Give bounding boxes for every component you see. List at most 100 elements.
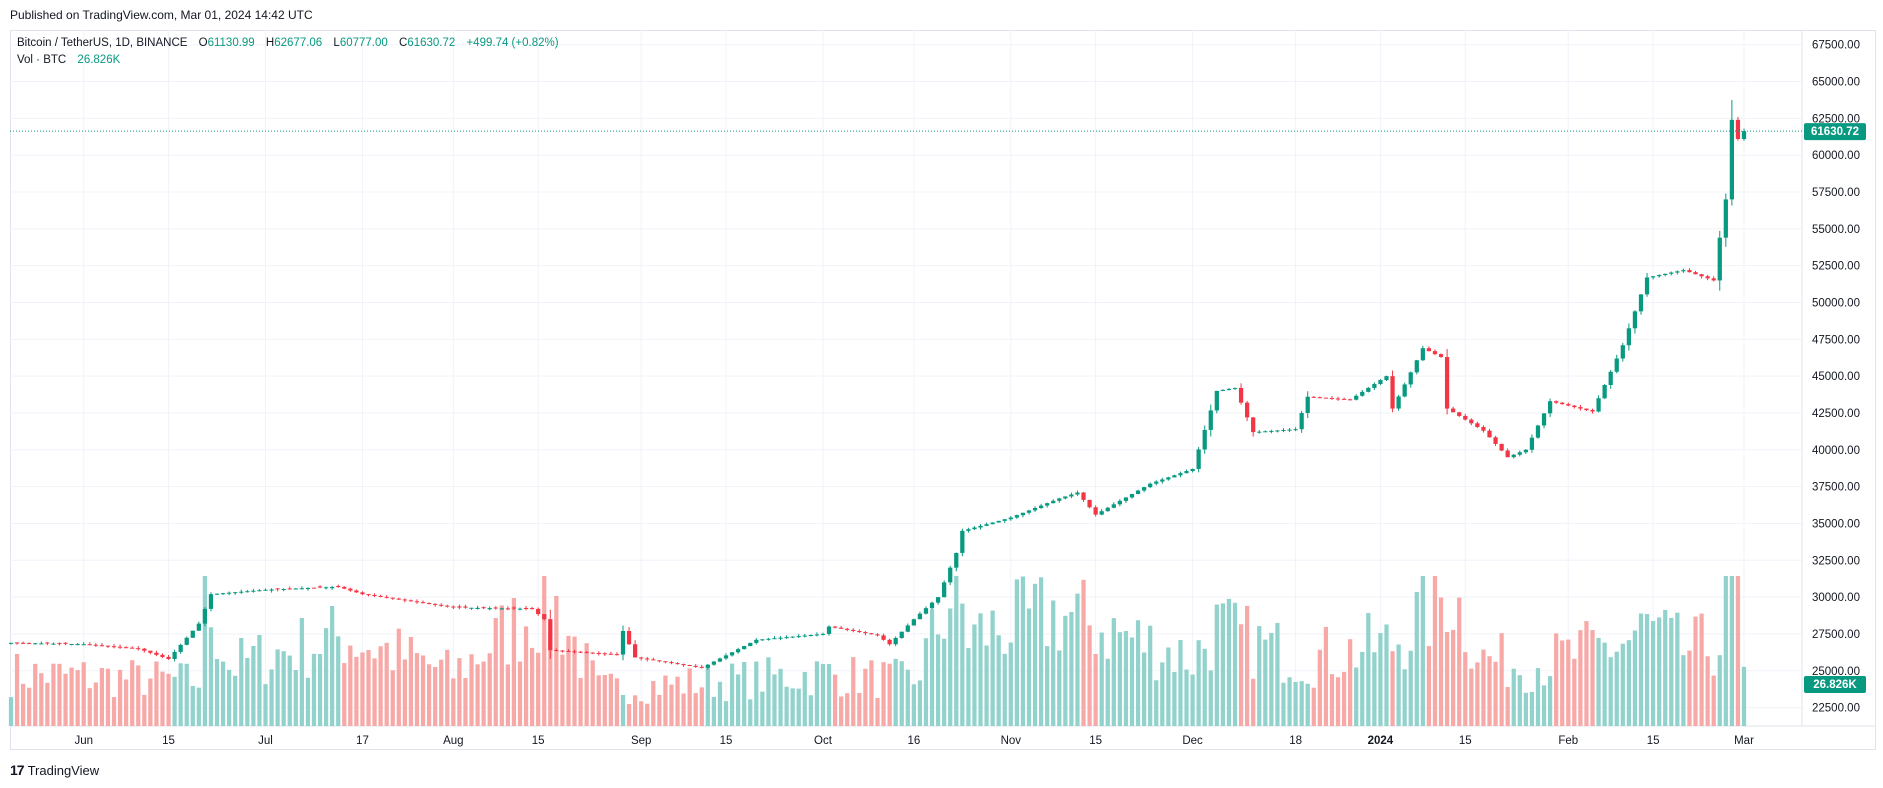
volume-bar (1711, 675, 1716, 726)
candle-body (893, 637, 898, 645)
y-tick-label: 47500.00 (1812, 334, 1860, 346)
volume-bar (220, 661, 226, 726)
volume-bar (760, 691, 765, 726)
volume-bar (911, 684, 916, 726)
time-axis[interactable]: Jun 15 Jul 17 Aug 15 Sep 15 Oct 16 Nov 15 Dec 18 2024 1… (74, 735, 1754, 747)
volume-bar (566, 635, 571, 726)
volume-bar (1511, 668, 1516, 726)
volume-bar (1390, 651, 1395, 726)
volume-bar (717, 681, 723, 726)
candle-body (948, 567, 953, 583)
candle-body (1251, 417, 1256, 433)
candle-body (384, 596, 389, 598)
candle-body (14, 642, 20, 644)
volume-bar (1099, 632, 1104, 726)
candle-body (626, 630, 632, 645)
candle-body (1529, 437, 1535, 450)
volume-bar (1626, 640, 1631, 726)
candle-body (766, 638, 771, 640)
candle-body (1681, 270, 1686, 272)
candle-body (257, 590, 262, 592)
volume-bar (1281, 682, 1286, 726)
candle-body (699, 666, 704, 668)
volume-bar (336, 636, 341, 726)
candle-body (1341, 398, 1347, 400)
symbol-title[interactable]: Bitcoin / TetherUS, 1D, BINANCE (17, 37, 188, 49)
candle-body (1032, 507, 1038, 511)
volume-label[interactable]: Vol · BTC (17, 54, 67, 66)
candle-body (1663, 273, 1668, 276)
y-tick-label: 50000.00 (1812, 298, 1860, 310)
candle-body (578, 651, 583, 653)
volume-bar (111, 697, 117, 726)
candle-body (742, 646, 747, 650)
volume-bar (917, 680, 923, 726)
candle-body (1632, 311, 1638, 329)
candle-body (1566, 404, 1571, 406)
volume-bar (1420, 576, 1425, 726)
candle-body (299, 588, 304, 590)
candle-body (1699, 274, 1704, 277)
candle-body (657, 660, 662, 662)
volume-bar (390, 670, 395, 726)
candle-body (1735, 119, 1741, 140)
volume-bar (1026, 608, 1032, 726)
candle-body (469, 607, 474, 609)
volume-bar (1523, 692, 1528, 726)
candle-body (433, 603, 438, 605)
volume-bar (493, 618, 498, 726)
candle-body (396, 598, 401, 600)
candle-body (1602, 384, 1607, 399)
candle-body (93, 644, 98, 646)
candle-body (887, 639, 892, 645)
volume-bar (687, 668, 692, 726)
candle-body (1226, 388, 1232, 390)
volume-bar (826, 663, 832, 726)
candle-body (281, 589, 286, 591)
volume-bar (1699, 613, 1704, 726)
candle-body (869, 633, 874, 635)
volume-bar (342, 663, 347, 726)
candle-body (1541, 413, 1547, 426)
candle-body (639, 657, 644, 659)
volume-bar (966, 648, 971, 726)
volume-bar (330, 605, 335, 726)
candle-body (1426, 348, 1432, 352)
volume-bar (596, 675, 601, 726)
volume-bar (178, 663, 183, 726)
candle-body (1487, 430, 1492, 438)
candle-body (1075, 492, 1080, 495)
volume-bar (1275, 622, 1280, 726)
candle-body (760, 639, 765, 641)
volume-bar (1432, 576, 1438, 726)
volume-bar (529, 647, 535, 726)
volume-bar (354, 656, 359, 726)
candle-body (214, 593, 220, 595)
volume-bar (93, 682, 98, 726)
candle-body (590, 652, 595, 654)
candle-body (148, 650, 153, 653)
volume-bar (317, 654, 323, 726)
volume-bar (948, 608, 953, 726)
volume-bar (1717, 655, 1722, 726)
volume-bar (117, 669, 123, 726)
x-tick-label: 15 (162, 735, 175, 747)
candle-body (1178, 473, 1183, 476)
candle-body (154, 652, 159, 655)
candle-body (1620, 345, 1625, 359)
price-axis[interactable]: 67500.00 65000.00 62500.00 60000.00 57500.00… (1812, 40, 1860, 715)
volume-bar (366, 649, 371, 726)
volume-bar (1020, 576, 1026, 726)
tradingview-footer[interactable]: 17 TradingView (10, 762, 99, 778)
volume-bar (881, 662, 886, 726)
candle-body (796, 636, 801, 638)
volume-bar (790, 688, 795, 726)
volume-bar (14, 653, 20, 726)
volume-bar (1329, 674, 1335, 726)
volume-bar (802, 671, 807, 726)
y-tick-label: 57500.00 (1812, 187, 1860, 199)
volume-bar (396, 628, 401, 726)
volume-bar (360, 652, 365, 726)
published-note: Published on TradingView.com, Mar 01, 20… (10, 8, 313, 22)
